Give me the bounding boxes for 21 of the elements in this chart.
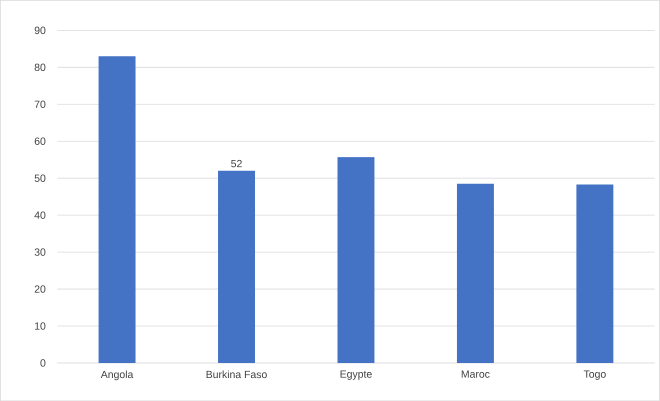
y-tick-label: 70 — [34, 100, 46, 108]
x-tick-label: Togo — [584, 370, 606, 380]
bar — [337, 156, 374, 363]
bar — [576, 184, 614, 363]
y-tick-label: 90 — [34, 26, 46, 34]
y-tick-label: 0 — [40, 359, 46, 367]
data-label: 52 — [231, 160, 242, 168]
y-tick-label: 80 — [34, 63, 46, 71]
y-tick-label: 30 — [34, 248, 46, 256]
bar — [98, 56, 136, 363]
y-tick-label: 50 — [34, 174, 46, 182]
x-tick-label: Egypte — [340, 370, 372, 380]
x-tick-label: Burkina Faso — [206, 370, 267, 378]
y-tick-label: 20 — [34, 285, 46, 293]
x-tick-label: Maroc — [462, 370, 490, 378]
x-tick-label: Angola — [100, 370, 134, 380]
y-tick-label: 60 — [34, 137, 46, 145]
bar — [456, 184, 494, 363]
bar — [218, 170, 255, 363]
y-tick-label: 40 — [34, 211, 46, 219]
y-tick-label: 10 — [35, 322, 46, 330]
